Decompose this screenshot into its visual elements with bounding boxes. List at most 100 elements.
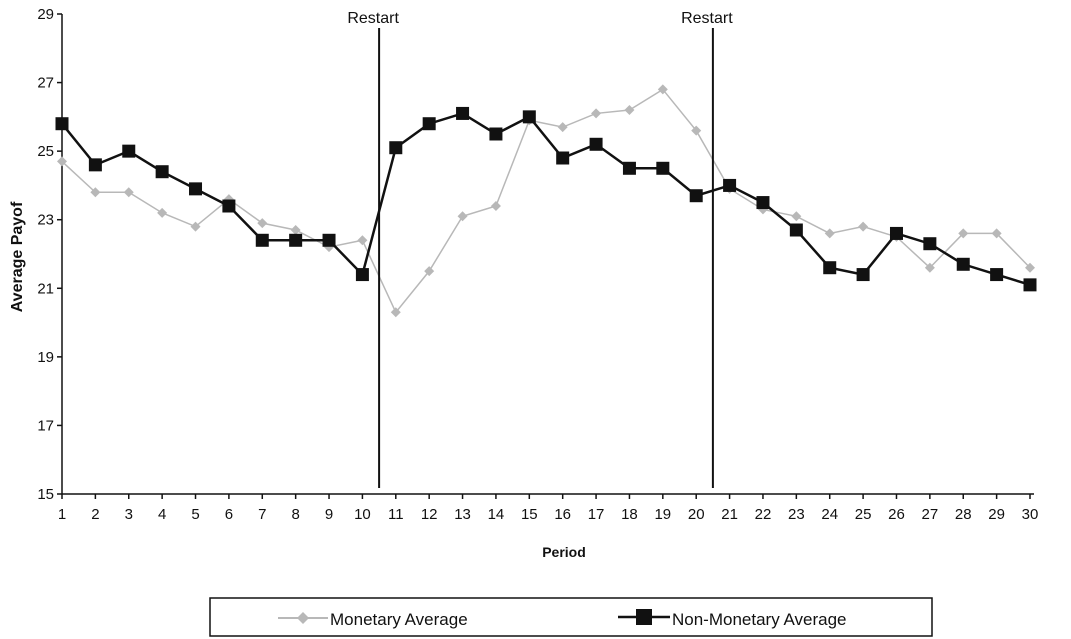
x-tick-label: 18 — [621, 506, 638, 523]
x-tick-label: 9 — [325, 506, 333, 523]
x-tick-label: 16 — [554, 506, 571, 523]
x-tick-label: 10 — [354, 506, 371, 523]
y-tick-label: 15 — [37, 486, 54, 503]
x-tick-label: 8 — [291, 506, 299, 523]
y-tick-label: 29 — [37, 6, 54, 23]
data-point — [457, 211, 468, 222]
data-point — [157, 207, 168, 218]
data-point — [57, 156, 67, 167]
legend: Monetary Average Non-Monetary Average — [209, 597, 933, 637]
x-tick-label: 1 — [58, 506, 66, 523]
x-tick-label: 11 — [388, 506, 404, 523]
data-point — [322, 233, 336, 247]
data-point — [589, 137, 603, 151]
x-tick-label: 27 — [922, 506, 939, 523]
data-point — [355, 268, 369, 282]
x-tick-label: 3 — [125, 506, 133, 523]
data-point — [622, 161, 636, 175]
x-tick-label: 29 — [988, 506, 1005, 523]
x-tick-label: 26 — [888, 506, 905, 523]
data-point — [657, 84, 668, 95]
legend-item-non-monetary: Non-Monetary Average — [618, 609, 847, 629]
data-point — [55, 117, 69, 131]
data-point — [756, 196, 770, 210]
data-point — [691, 125, 702, 136]
legend-marker-diamond — [297, 612, 309, 624]
data-point — [923, 237, 937, 251]
data-point — [723, 178, 737, 192]
x-tick-label: 24 — [821, 506, 838, 523]
data-point — [489, 127, 503, 141]
data-point — [389, 141, 403, 155]
data-point — [858, 221, 869, 232]
data-point — [557, 122, 568, 133]
x-tick-label: 21 — [721, 506, 738, 523]
y-tick-label: 17 — [37, 417, 54, 434]
data-point — [424, 266, 435, 277]
data-point — [556, 151, 570, 165]
data-point — [490, 201, 501, 211]
data-point — [656, 161, 670, 175]
data-point — [990, 268, 1004, 282]
x-tick-label: 25 — [855, 506, 872, 523]
series-layer — [55, 84, 1037, 318]
data-point — [1025, 262, 1035, 273]
data-point — [390, 307, 401, 318]
data-point — [856, 268, 870, 282]
series-non-monetary — [55, 106, 1037, 292]
y-tick-label: 25 — [37, 143, 54, 160]
data-point — [88, 158, 102, 172]
legend-marker-square — [636, 609, 652, 625]
legend-label-monetary: Monetary Average — [330, 610, 468, 629]
data-point — [190, 221, 201, 232]
x-tick-label: 4 — [158, 506, 166, 523]
data-point — [155, 165, 169, 179]
data-point — [689, 189, 703, 203]
data-point — [624, 105, 635, 115]
x-tick-label: 17 — [588, 506, 605, 523]
x-tick-label: 7 — [258, 506, 266, 523]
data-point — [1023, 278, 1037, 292]
annotations: Restart Restart — [347, 10, 733, 488]
restart-label: Restart — [347, 10, 399, 27]
y-tick-label: 21 — [37, 280, 54, 297]
y-tick-label: 19 — [37, 349, 54, 366]
data-point — [823, 261, 837, 275]
data-point — [956, 257, 970, 271]
legend-item-monetary: Monetary Average — [278, 610, 468, 629]
data-point — [357, 235, 368, 246]
data-point — [789, 223, 803, 237]
x-tick-label: 20 — [688, 506, 705, 523]
y-axis-title: Average Payof — [9, 201, 26, 312]
data-point — [958, 228, 969, 239]
legend-label-non-monetary: Non-Monetary Average — [672, 610, 847, 629]
series-line — [61, 88, 1031, 314]
data-point — [889, 226, 903, 240]
x-tick-label: 6 — [225, 506, 233, 523]
x-tick-label: 5 — [191, 506, 199, 523]
restart-label: Restart — [681, 10, 733, 27]
x-tick-label: 30 — [1022, 506, 1039, 523]
data-point — [255, 233, 269, 247]
series-monetary — [57, 84, 1035, 318]
x-tick-label: 28 — [955, 506, 972, 523]
data-point — [924, 262, 935, 273]
x-tick-label: 12 — [421, 506, 438, 523]
data-point — [189, 182, 203, 196]
x-tick-label: 19 — [654, 506, 671, 523]
data-point — [122, 144, 136, 158]
x-tick-label: 15 — [521, 506, 538, 523]
x-tick-label: 13 — [454, 506, 471, 523]
data-point — [591, 108, 602, 119]
data-point — [824, 228, 835, 239]
y-tick-label: 27 — [37, 75, 54, 92]
data-point — [290, 225, 301, 235]
y-tick-label: 23 — [37, 212, 54, 229]
data-point — [456, 106, 470, 120]
series-line — [61, 112, 1031, 287]
data-point — [991, 228, 1002, 239]
x-tick-label: 23 — [788, 506, 805, 523]
x-tick-label: 22 — [755, 506, 772, 523]
